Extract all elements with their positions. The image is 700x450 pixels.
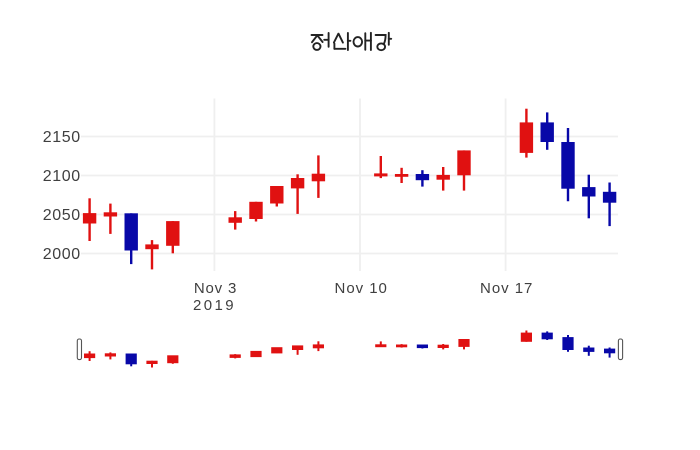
svg-text:2100: 2100 — [43, 168, 81, 185]
svg-text:2050: 2050 — [43, 207, 81, 224]
svg-text:Nov 10: Nov 10 — [335, 280, 387, 297]
svg-text:Nov 17: Nov 17 — [480, 280, 532, 297]
svg-text:2150: 2150 — [43, 129, 81, 146]
svg-text:Nov 3: Nov 3 — [194, 280, 237, 297]
svg-text:2000: 2000 — [43, 246, 81, 263]
